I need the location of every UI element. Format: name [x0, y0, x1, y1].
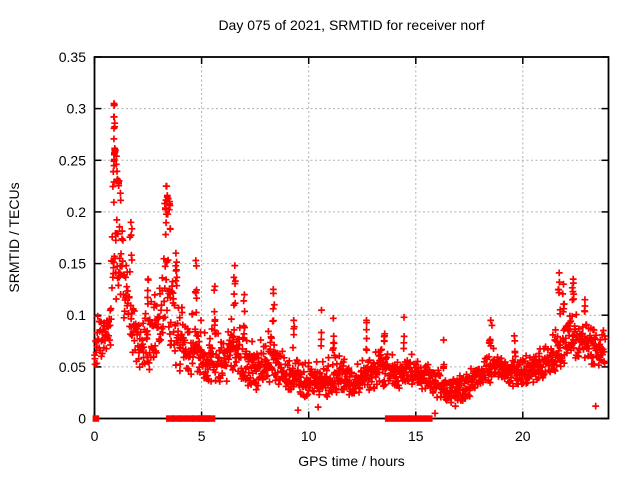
zero-value-run	[172, 415, 181, 422]
x-tick-label: 0	[91, 428, 99, 444]
y-tick-label: 0.25	[59, 152, 86, 168]
zero-value-run	[408, 415, 421, 422]
zero-value-run	[178, 415, 187, 422]
data-points	[91, 100, 609, 422]
zero-value-run	[197, 415, 207, 422]
y-tick-label: 0.15	[59, 256, 86, 272]
x-tick-label: 15	[408, 428, 424, 444]
zero-value-run	[396, 415, 411, 422]
y-tick-label: 0.35	[59, 49, 86, 65]
y-tick-label: 0.1	[67, 307, 87, 323]
zero-value-run	[202, 415, 211, 422]
chart-title: Day 075 of 2021, SRMTID for receiver nor…	[218, 17, 484, 33]
zero-value-run	[191, 415, 201, 422]
zero-value-run	[185, 415, 195, 422]
y-tick-label: 0.2	[67, 204, 87, 220]
y-axis-label: SRMTID / TECUs	[6, 182, 22, 292]
x-axis-label: GPS time / hours	[298, 453, 405, 469]
y-tick-label: 0.3	[67, 101, 87, 117]
x-tick-label: 20	[515, 428, 531, 444]
tick-labels: 0 5 10 15 20 0 0.05 0.1 0.15 0.2 0.25 0.3 0.35	[59, 49, 531, 444]
zero-value-run	[384, 415, 398, 422]
plot-border	[93, 56, 610, 420]
y-tick-label: 0	[78, 411, 86, 427]
x-tick-label: 5	[198, 428, 206, 444]
zero-value-run	[166, 415, 175, 422]
zero-value-run	[420, 415, 433, 422]
x-tick-label: 10	[301, 428, 317, 444]
scatter-plus-markers	[91, 100, 609, 417]
zero-value-run	[206, 415, 216, 422]
zero-value-point	[92, 415, 100, 422]
y-tick-label: 0.05	[59, 359, 86, 375]
